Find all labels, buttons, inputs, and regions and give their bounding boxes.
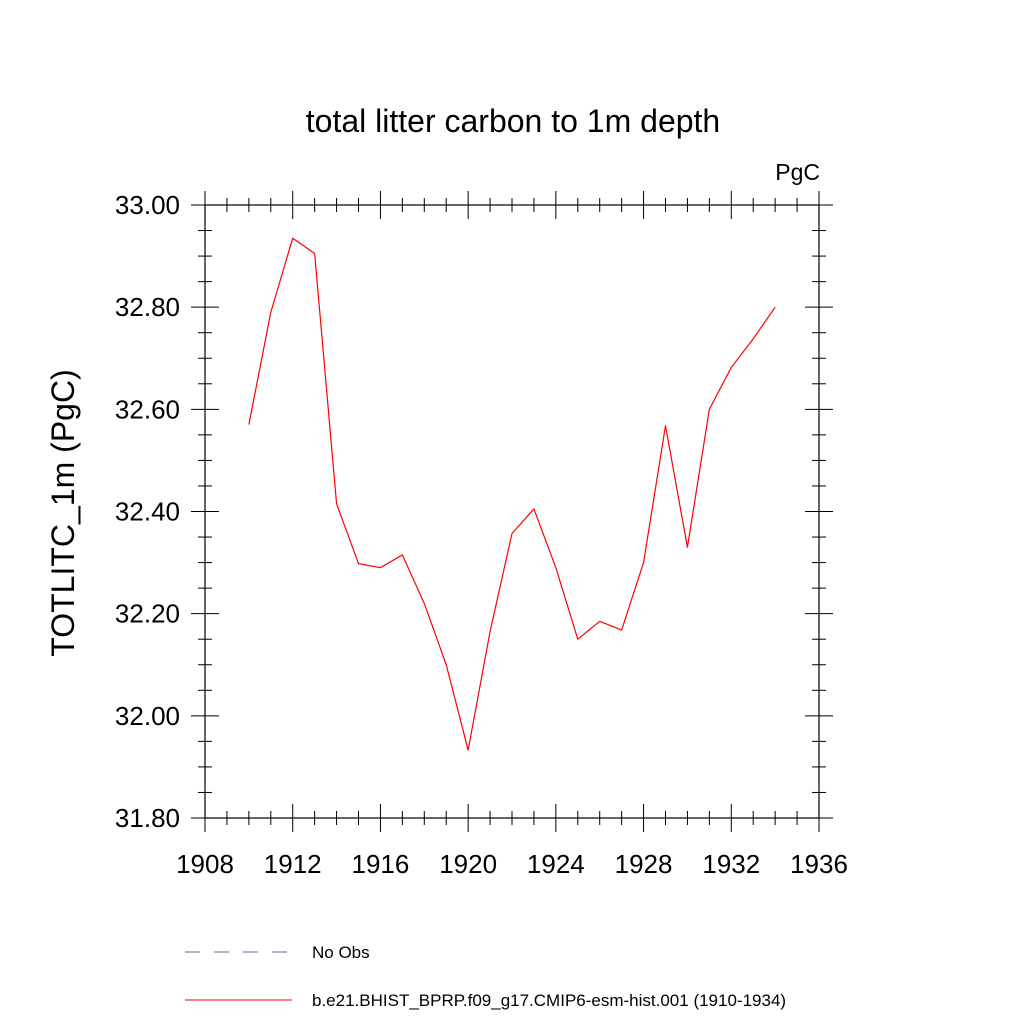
x-tick-label: 1908 — [176, 849, 234, 879]
legend: No Obs b.e21.BHIST_BPRP.f09_g17.CMIP6-esm… — [185, 943, 786, 1010]
series-line — [248, 237, 776, 751]
y-tick-label: 32.20 — [115, 599, 180, 629]
y-tick-label: 32.40 — [115, 497, 180, 527]
y-tick-label: 31.80 — [115, 803, 180, 833]
y-tick-label: 32.60 — [115, 394, 180, 424]
y-tick-label: 33.00 — [115, 190, 180, 220]
units-label: PgC — [775, 159, 820, 185]
y-tick-label: 32.00 — [115, 701, 180, 731]
x-tick-label: 1912 — [264, 849, 322, 879]
y-tick-label: 32.80 — [115, 292, 180, 322]
y-axis-label: TOTLITC_1m (PgC) — [45, 369, 81, 656]
plot-frame-box — [204, 204, 820, 819]
legend-label: No Obs — [312, 943, 370, 962]
plot-series — [248, 237, 776, 751]
x-tick-label: 1924 — [527, 849, 585, 879]
x-tick-label: 1936 — [790, 849, 848, 879]
x-tick-label: 1928 — [615, 849, 673, 879]
plot-frame — [204, 204, 820, 819]
legend-label: b.e21.BHIST_BPRP.f09_g17.CMIP6-esm-hist.… — [312, 991, 786, 1010]
chart-title: total litter carbon to 1m depth — [306, 103, 720, 139]
tick-labels: 1908 1912 1916 1920 1924 1928 1932 1936 31.80 32.… — [115, 190, 848, 879]
axis-ticks — [191, 191, 833, 832]
x-tick-label: 1916 — [352, 849, 410, 879]
x-tick-label: 1932 — [702, 849, 760, 879]
x-tick-label: 1920 — [439, 849, 497, 879]
